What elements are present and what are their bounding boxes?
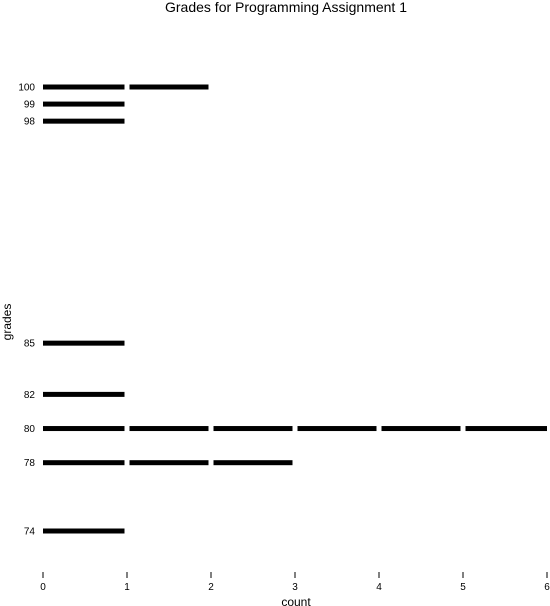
bar-82: [43, 391, 125, 397]
x-tick-label: 4: [376, 582, 382, 593]
bar-100: [43, 84, 209, 90]
bar-segment: [129, 426, 209, 432]
x-tick-label: 3: [292, 582, 298, 593]
bar-segment: [297, 426, 377, 432]
bar-segment: [213, 460, 293, 466]
bar-segment: [43, 101, 125, 107]
y-tick-label: 80: [24, 424, 36, 435]
bar-78: [43, 460, 293, 466]
x-tick-label: 2: [208, 582, 214, 593]
bar-segment: [129, 460, 209, 466]
y-axis-label: grades: [0, 304, 14, 341]
bars: [43, 84, 547, 534]
chart-title: Grades for Programming Assignment 1: [165, 0, 407, 15]
bar-98: [43, 118, 125, 124]
y-tick-label: 82: [24, 390, 36, 401]
x-tick-label: 6: [544, 582, 550, 593]
bar-85: [43, 340, 125, 346]
x-ticks: 0 1 2 3 4 5 6: [40, 572, 550, 593]
bar-segment: [43, 340, 125, 346]
bar-segment: [43, 528, 125, 534]
y-tick-label: 74: [24, 527, 36, 538]
x-tick-label: 5: [460, 582, 466, 593]
y-tick-label: 85: [24, 339, 36, 350]
bar-segment: [43, 118, 125, 124]
bar-segment: [465, 426, 547, 432]
x-tick-label: 0: [40, 582, 46, 593]
bar-segment: [43, 84, 125, 90]
y-tick-label: 100: [18, 83, 35, 94]
bar-74: [43, 528, 125, 534]
y-ticks: 74 78 80 82 85 98 99 100: [18, 83, 35, 538]
bar-segment: [129, 84, 209, 90]
bar-segment: [43, 426, 125, 432]
bar-segment: [213, 426, 293, 432]
y-tick-label: 78: [24, 458, 36, 469]
bar-segment: [43, 391, 125, 397]
x-axis-label: count: [281, 595, 311, 606]
y-tick-label: 98: [24, 117, 36, 128]
x-tick-label: 1: [124, 582, 130, 593]
bar-99: [43, 101, 125, 107]
bar-segment: [43, 460, 125, 466]
bar-segment: [381, 426, 461, 432]
bar-80: [43, 426, 547, 432]
y-tick-label: 99: [24, 100, 36, 111]
